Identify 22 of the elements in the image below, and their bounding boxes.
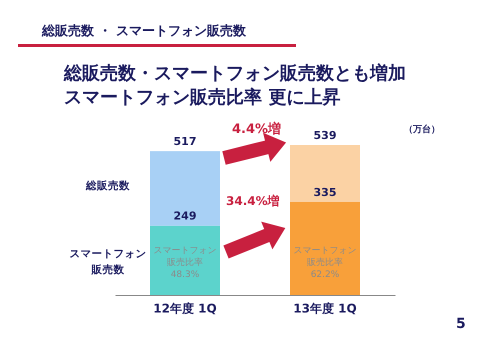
annotation: スマートフォン販売比率 (292, 245, 358, 269)
text: 5 (456, 316, 466, 332)
bar (150, 151, 220, 226)
text: （万台） (404, 123, 440, 136)
bar (290, 145, 360, 202)
series-label: 総販売数 (84, 179, 131, 194)
series-label: スマートフォン販売数 (68, 247, 148, 278)
annotation: 48.3% (170, 269, 200, 281)
bar (150, 226, 220, 295)
data-label: 249 (174, 210, 196, 223)
bar (290, 202, 360, 295)
chart-title: 総販売数 ・ スマートフォン販売数 (42, 23, 246, 40)
total-label: 517 (174, 135, 196, 148)
data-label: 335 (314, 186, 336, 199)
x-tick-label: 12年度 1Q (153, 302, 217, 316)
chart-subtitle: 総販売数・スマートフォン販売数とも増加スマートフォン販売比率 更に上昇 (64, 62, 407, 110)
x-tick-label: 13年度 1Q (293, 302, 357, 316)
text: 4.4%増 (232, 120, 282, 138)
annotation: 34.4%増 (226, 193, 280, 210)
annotation: 62.2% (310, 269, 340, 281)
annotation: スマートフォン販売比率 (152, 245, 218, 269)
total-label: 539 (314, 129, 336, 142)
